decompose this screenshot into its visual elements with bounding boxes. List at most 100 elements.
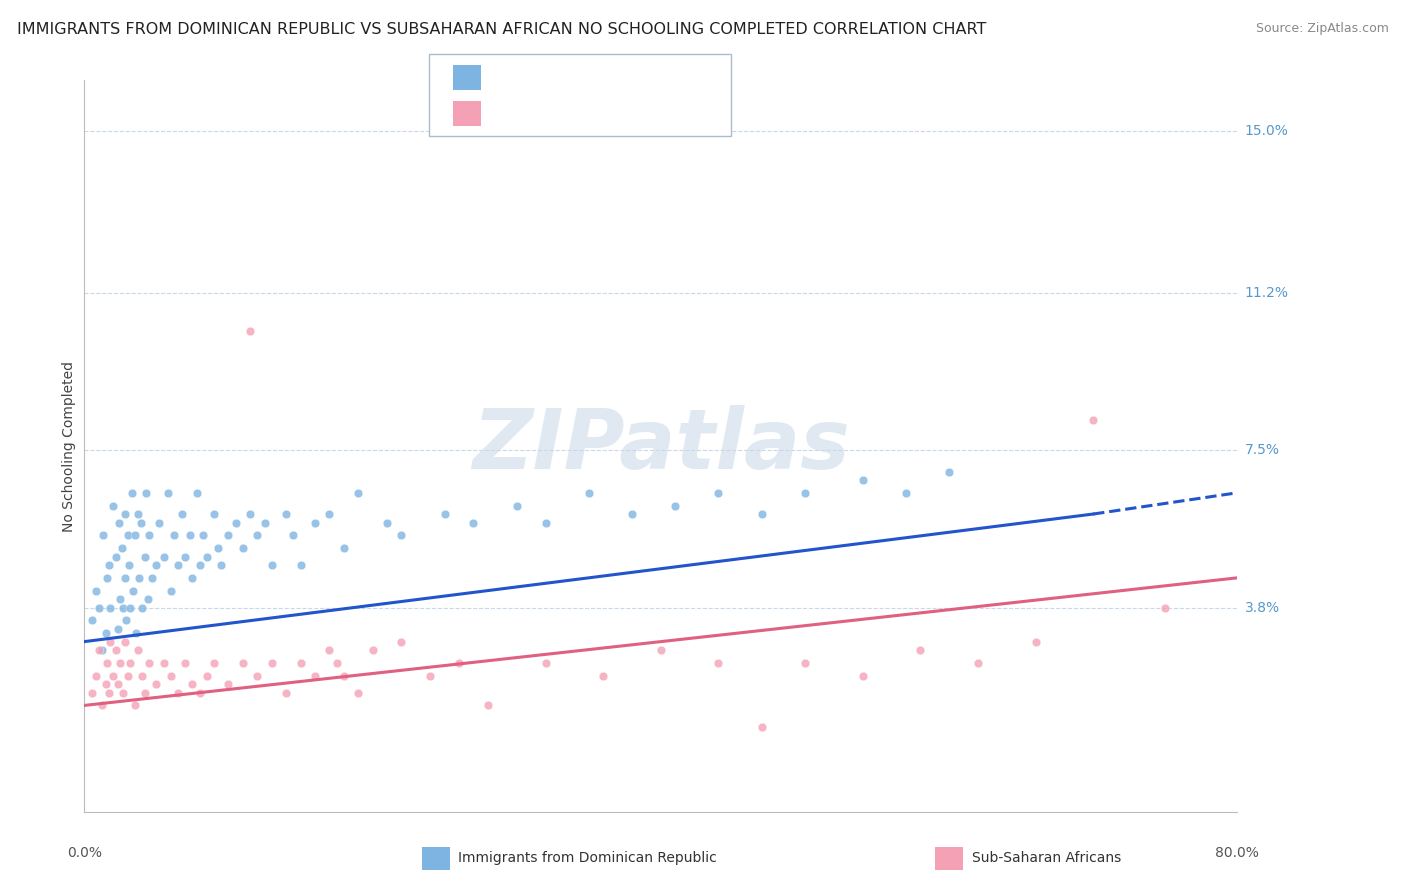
Point	[1083, 413, 1105, 427]
Point	[160, 668, 183, 682]
Text: 7.5%: 7.5%	[1244, 443, 1279, 458]
Point	[290, 656, 312, 670]
Point	[276, 507, 298, 521]
Point	[108, 516, 131, 530]
Point	[163, 528, 186, 542]
Point	[80, 613, 103, 627]
Text: R =: R =	[495, 70, 526, 85]
Point	[103, 499, 124, 513]
Point	[253, 516, 276, 530]
Point	[105, 643, 128, 657]
Point	[117, 668, 139, 682]
Text: R =: R =	[495, 106, 526, 120]
Point	[202, 507, 225, 521]
Y-axis label: No Schooling Completed: No Schooling Completed	[62, 360, 76, 532]
Text: 3.8%: 3.8%	[1244, 600, 1279, 615]
Point	[361, 643, 384, 657]
Point	[325, 656, 347, 670]
Point	[107, 677, 129, 691]
Text: Immigrants from Dominican Republic: Immigrants from Dominican Republic	[458, 851, 717, 865]
Point	[707, 485, 730, 500]
Point	[202, 656, 225, 670]
Point	[751, 720, 773, 734]
Point	[122, 583, 145, 598]
Point	[449, 656, 471, 670]
Point	[664, 499, 686, 513]
Point	[506, 499, 529, 513]
Point	[134, 686, 156, 700]
Text: 0.219: 0.219	[537, 106, 583, 120]
Point	[129, 516, 152, 530]
Text: 15.0%: 15.0%	[1244, 124, 1288, 138]
Point	[375, 516, 398, 530]
Point	[118, 558, 141, 572]
Point	[120, 656, 142, 670]
Point	[105, 549, 128, 564]
Point	[650, 643, 672, 657]
Point	[128, 571, 150, 585]
Point	[136, 592, 159, 607]
Text: 0.395: 0.395	[537, 70, 583, 85]
Text: 82: 82	[647, 70, 666, 85]
Text: 80.0%: 80.0%	[1215, 846, 1260, 860]
Point	[938, 465, 960, 479]
Point	[195, 668, 218, 682]
Point	[110, 656, 132, 670]
Point	[107, 622, 129, 636]
Point	[90, 643, 112, 657]
Point	[304, 516, 326, 530]
Point	[115, 613, 138, 627]
Point	[112, 600, 135, 615]
Text: Sub-Saharan Africans: Sub-Saharan Africans	[972, 851, 1121, 865]
Text: 59: 59	[647, 106, 666, 120]
Point	[188, 558, 211, 572]
Point	[246, 668, 269, 682]
Point	[121, 485, 143, 500]
Point	[141, 571, 163, 585]
Point	[225, 516, 247, 530]
Point	[195, 549, 218, 564]
Point	[347, 686, 370, 700]
Point	[84, 668, 107, 682]
Point	[138, 528, 160, 542]
Point	[80, 686, 103, 700]
Point	[134, 549, 156, 564]
Point	[148, 516, 170, 530]
Point	[156, 485, 179, 500]
Point	[87, 600, 110, 615]
Point	[167, 686, 190, 700]
Point	[174, 656, 197, 670]
Point	[260, 656, 283, 670]
Point	[209, 558, 232, 572]
Point	[145, 677, 167, 691]
Point	[94, 677, 117, 691]
Point	[239, 324, 262, 338]
Point	[707, 656, 730, 670]
Point	[621, 507, 644, 521]
Point	[124, 528, 146, 542]
Point	[120, 600, 142, 615]
Point	[304, 668, 326, 682]
Point	[852, 473, 875, 487]
Point	[1154, 600, 1177, 615]
Point	[290, 558, 312, 572]
Point	[125, 626, 148, 640]
Point	[112, 686, 135, 700]
Point	[114, 571, 136, 585]
Point	[391, 634, 413, 648]
Point	[160, 583, 183, 598]
Point	[218, 528, 240, 542]
Point	[318, 643, 340, 657]
Point	[138, 656, 160, 670]
Point	[94, 626, 117, 640]
Point	[852, 668, 875, 682]
Point	[534, 516, 557, 530]
Point	[751, 507, 773, 521]
Point	[347, 485, 370, 500]
Point	[318, 507, 340, 521]
Point	[794, 656, 817, 670]
Point	[181, 677, 204, 691]
Point	[910, 643, 932, 657]
Text: Source: ZipAtlas.com: Source: ZipAtlas.com	[1256, 22, 1389, 36]
Text: 0.0%: 0.0%	[67, 846, 101, 860]
